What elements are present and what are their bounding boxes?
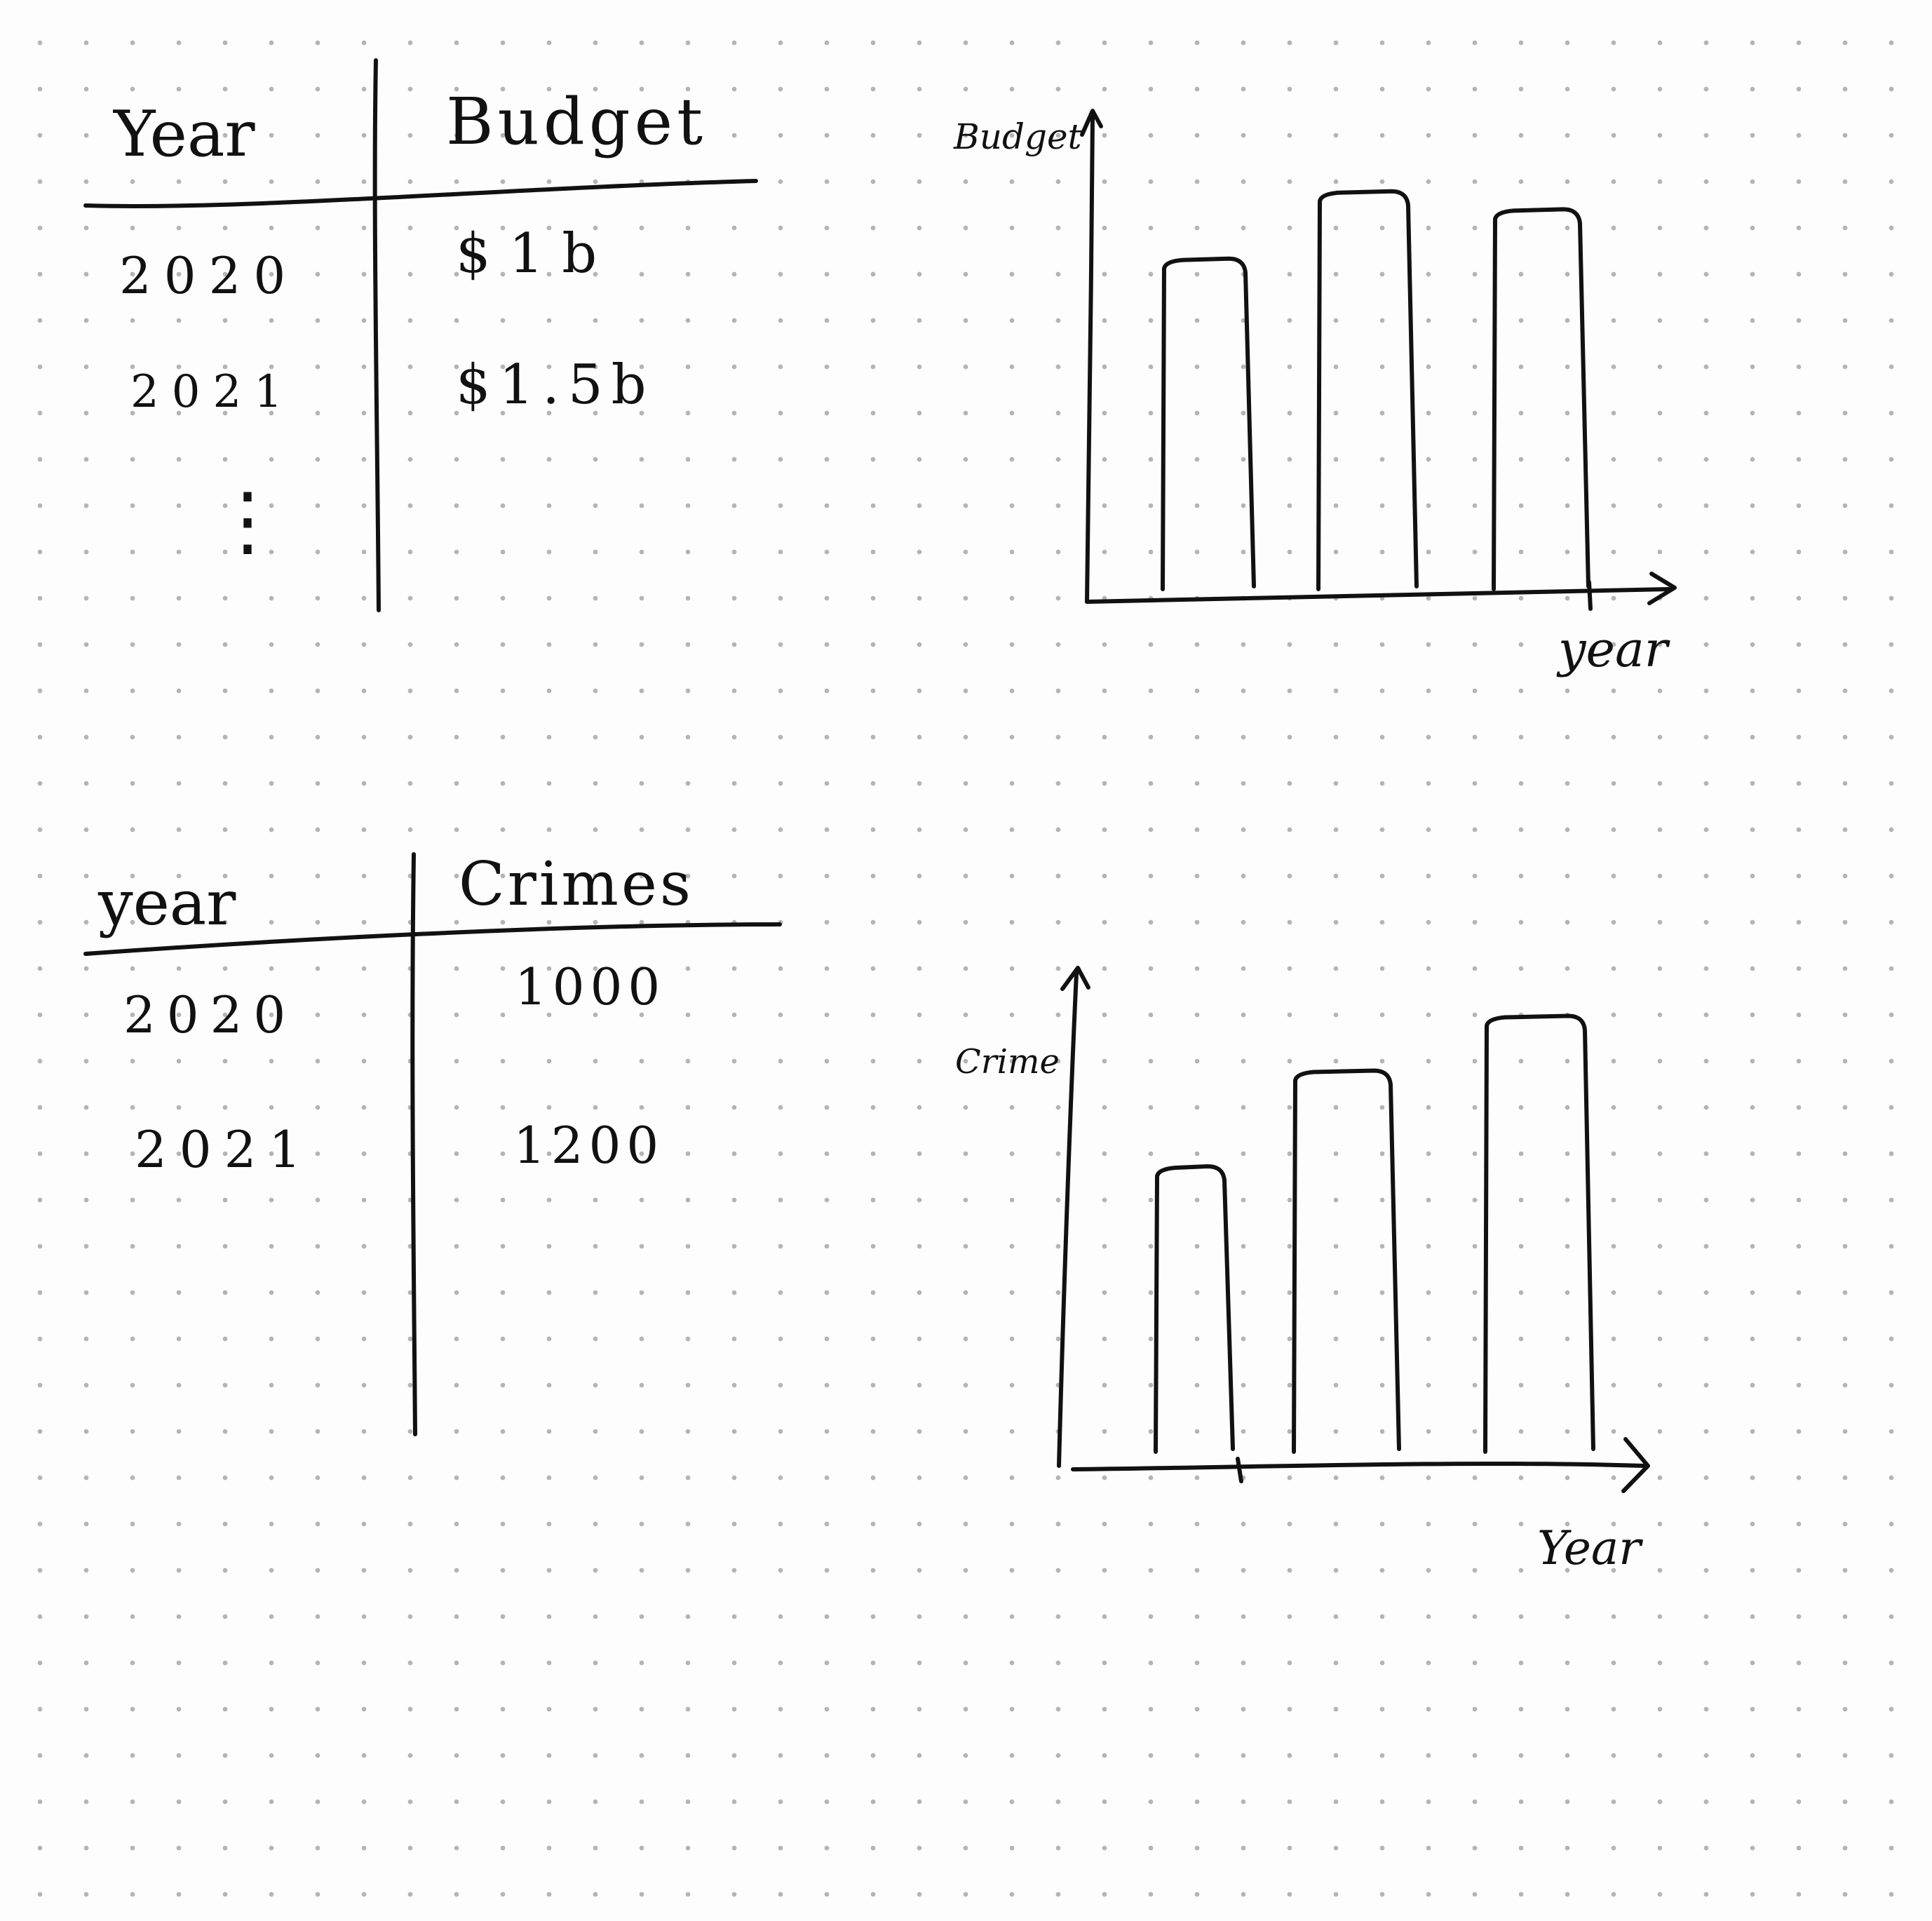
crime-chart-y-axis-arrowhead (1060, 966, 1090, 991)
crime-chart-y-axis-label: Crime (955, 1042, 1060, 1081)
budget-chart-x-axis-label: year (1556, 621, 1670, 678)
crimes-table-column-divider (410, 852, 417, 1436)
crime-chart-x-axis-arrowhead (1621, 1437, 1650, 1493)
crime-chart-bar (1154, 1164, 1235, 1454)
budget-chart-y-axis-label: Budget (953, 116, 1083, 157)
budget-chart-bar (1161, 256, 1256, 591)
budget-table-row-year: 2020 (119, 246, 298, 305)
budget-table-header-rule (83, 179, 758, 208)
crime-chart: Crime Year (955, 966, 1650, 1575)
crime-chart-x-axis (1071, 1461, 1647, 1471)
budget-table: Year Budget 2020 $1b 2021 $1.5b ⋮ (83, 58, 758, 612)
crime-chart-bar (1483, 1013, 1595, 1454)
budget-table-ellipsis: ⋮ (209, 476, 286, 565)
budget-chart-y-axis (1085, 116, 1095, 604)
budget-chart-bar (1492, 207, 1590, 591)
crime-chart-bar (1292, 1068, 1401, 1454)
crimes-table-row-year: 2021 (135, 1120, 313, 1179)
budget-table-header-budget: Budget (446, 84, 707, 159)
budget-table-row-value: $1b (456, 222, 615, 285)
budget-table-row-year: 2021 (130, 366, 295, 418)
budget-chart-x-axis-arrowhead (1647, 572, 1677, 605)
crimes-table-header-crimes: Crimes (459, 849, 694, 919)
budget-chart-y-axis-arrowhead (1080, 109, 1103, 137)
crimes-table-header-rule (83, 922, 782, 956)
budget-chart: Budget year (953, 109, 1677, 678)
crime-chart-x-axis-label: Year (1537, 1521, 1643, 1575)
budget-chart-bar (1316, 189, 1419, 591)
crime-chart-y-axis (1057, 971, 1079, 1468)
crimes-table-row-value: 1200 (513, 1116, 664, 1175)
crimes-table: year Crimes 2020 1000 2021 1200 (83, 849, 782, 1436)
crimes-table-row-year: 2020 (123, 985, 297, 1044)
crimes-table-header-year: year (97, 867, 236, 939)
budget-chart-x-axis (1085, 587, 1671, 604)
budget-table-column-divider (372, 58, 381, 612)
budget-table-header-year: Year (112, 97, 256, 171)
crime-chart-x-axis-start-tick (1236, 1457, 1243, 1483)
budget-table-row-value: $1.5b (456, 353, 655, 417)
crimes-table-row-value: 1000 (515, 957, 666, 1016)
